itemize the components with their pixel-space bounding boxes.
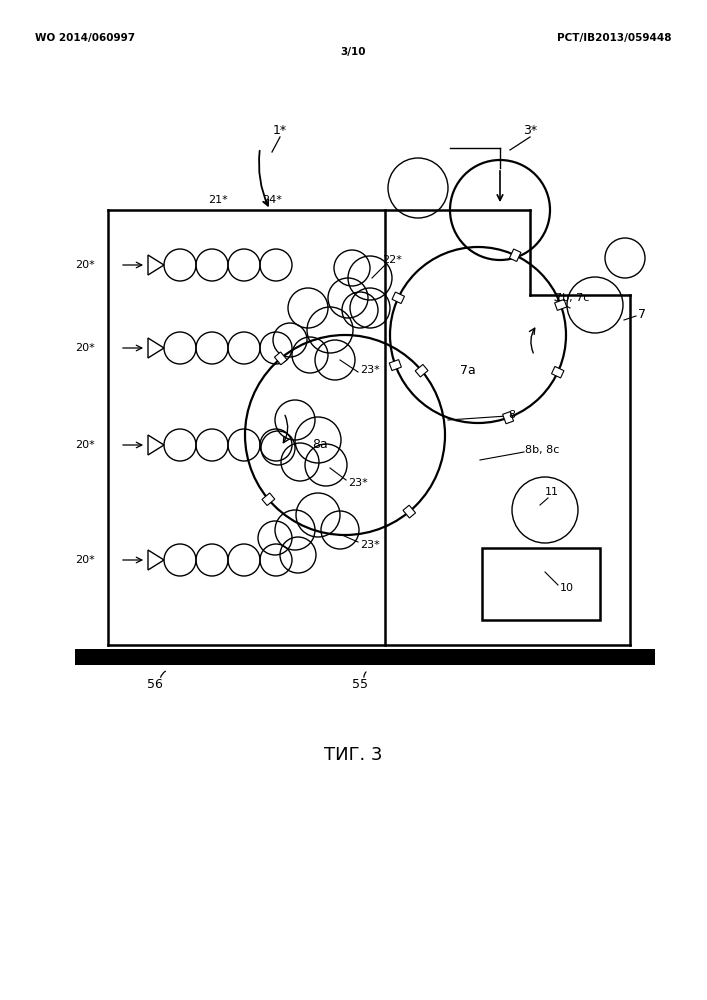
Text: 24*: 24* — [262, 195, 282, 205]
Bar — [75, 649, 655, 665]
Text: 56: 56 — [147, 678, 163, 692]
Text: 7b, 7c: 7b, 7c — [555, 293, 590, 303]
Bar — [274, 352, 287, 365]
Text: 8a: 8a — [312, 438, 328, 452]
Bar — [510, 249, 521, 261]
Bar — [262, 493, 275, 506]
Text: PCT/IB2013/059448: PCT/IB2013/059448 — [558, 33, 672, 43]
Bar — [390, 360, 402, 371]
Bar — [551, 366, 564, 378]
Text: 23*: 23* — [348, 478, 368, 488]
Text: 8: 8 — [508, 410, 515, 420]
Bar — [503, 412, 513, 424]
Text: 3/10: 3/10 — [340, 47, 366, 57]
Text: 23*: 23* — [360, 365, 380, 375]
Text: 23*: 23* — [360, 540, 380, 550]
Text: 7a: 7a — [460, 363, 476, 376]
Bar — [482, 548, 600, 620]
Bar — [554, 299, 567, 310]
Text: ΤИГ. 3: ΤИГ. 3 — [324, 746, 382, 764]
Bar — [415, 364, 428, 377]
Text: 1*: 1* — [273, 123, 287, 136]
Text: 10: 10 — [560, 583, 574, 593]
Text: 21*: 21* — [208, 195, 228, 205]
Text: 20*: 20* — [75, 260, 95, 270]
Text: 20*: 20* — [75, 343, 95, 353]
Text: 3*: 3* — [523, 123, 537, 136]
Text: WO 2014/060997: WO 2014/060997 — [35, 33, 135, 43]
Text: 7: 7 — [638, 308, 646, 322]
Bar — [403, 505, 416, 518]
Text: 20*: 20* — [75, 440, 95, 450]
Text: 20*: 20* — [75, 555, 95, 565]
Text: 22*: 22* — [382, 255, 402, 265]
Text: 11: 11 — [545, 487, 559, 497]
Text: 55: 55 — [352, 678, 368, 692]
Text: 8b, 8c: 8b, 8c — [525, 445, 559, 455]
Bar — [392, 292, 404, 304]
